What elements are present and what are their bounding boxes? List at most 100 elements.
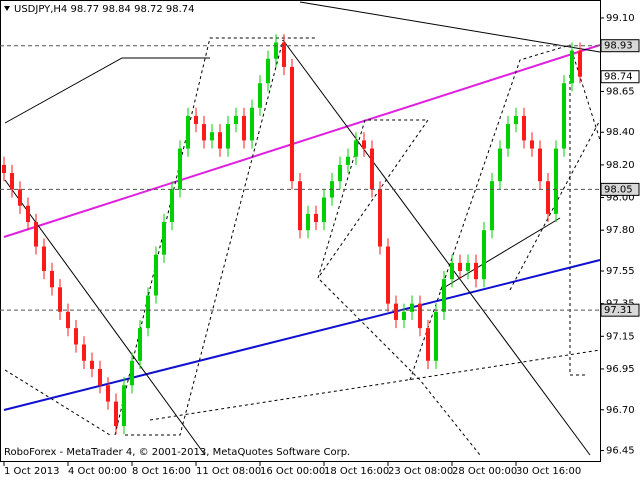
last-price-label: 98.74 bbox=[604, 72, 633, 83]
candle-body bbox=[506, 124, 510, 149]
candle-body bbox=[538, 148, 542, 182]
x-tick-label: 4 Oct 00:00 bbox=[68, 466, 127, 477]
dashed-line bbox=[569, 75, 585, 376]
candle-body bbox=[146, 295, 150, 329]
candle-body bbox=[266, 58, 270, 84]
y-tick-label: 98.20 bbox=[606, 160, 635, 171]
candle-body bbox=[530, 140, 534, 149]
trend-line bbox=[4, 57, 210, 124]
header: USDJPY,H4 98.77 98.84 98.72 98.74 bbox=[14, 4, 195, 15]
candle-body bbox=[314, 213, 318, 223]
candle-body bbox=[258, 83, 262, 108]
candle-body bbox=[562, 83, 566, 149]
candle-body bbox=[378, 189, 382, 247]
candle-body bbox=[210, 132, 214, 141]
price-box bbox=[600, 303, 640, 317]
y-tick-label: 99.10 bbox=[606, 13, 635, 24]
x-tick-label: 18 Oct 16:00 bbox=[324, 466, 389, 477]
candle-body bbox=[114, 401, 118, 427]
x-tick-label: 28 Oct 00:00 bbox=[452, 466, 517, 477]
x-tick-label: 8 Oct 16:00 bbox=[132, 466, 191, 477]
y-tick-label: 96.70 bbox=[606, 405, 635, 416]
candle-body bbox=[82, 344, 86, 361]
dashed-lines bbox=[4, 37, 601, 456]
trend-line bbox=[3, 259, 601, 411]
candle-body bbox=[58, 287, 62, 312]
price-label: 98.93 bbox=[604, 41, 633, 52]
candle-body bbox=[498, 148, 502, 182]
y-tick-label: 96.45 bbox=[606, 446, 635, 457]
candle-body bbox=[514, 115, 518, 125]
dashed-line bbox=[114, 37, 315, 436]
price-label: 97.31 bbox=[604, 305, 633, 316]
y-tick-label: 98.00 bbox=[606, 193, 635, 204]
header-icon bbox=[4, 6, 10, 11]
candle-body bbox=[338, 164, 342, 182]
candle-body bbox=[402, 311, 406, 320]
candle-body bbox=[482, 230, 486, 280]
candle-body bbox=[202, 124, 206, 141]
candle-body bbox=[74, 328, 78, 345]
candle-body bbox=[570, 50, 574, 84]
candle-body bbox=[426, 328, 430, 361]
last-price-box bbox=[600, 70, 640, 84]
y-tick-label: 98.65 bbox=[606, 86, 635, 97]
candle-body bbox=[306, 213, 310, 231]
x-tick-label: 11 Oct 08:00 bbox=[196, 466, 261, 477]
candle-body bbox=[170, 189, 174, 223]
candle-body bbox=[186, 115, 190, 149]
dashed-line bbox=[319, 279, 481, 456]
candle-body bbox=[346, 156, 350, 165]
candle-body bbox=[362, 140, 366, 149]
dashed-line bbox=[149, 349, 601, 421]
y-tick-label: 97.15 bbox=[606, 331, 635, 342]
y-tick-label: 96.95 bbox=[606, 364, 635, 375]
candle-body bbox=[290, 66, 294, 182]
candle-body bbox=[98, 368, 102, 386]
candle-body bbox=[522, 115, 526, 141]
candle-body bbox=[218, 132, 222, 149]
candle-body bbox=[162, 222, 166, 255]
candle-body bbox=[90, 360, 94, 369]
candle-body bbox=[490, 181, 494, 231]
candle-body bbox=[194, 115, 198, 125]
candle-body bbox=[450, 262, 454, 280]
candle-body bbox=[546, 181, 550, 214]
candle-body bbox=[106, 385, 110, 402]
candle-body bbox=[250, 107, 254, 141]
x-tick-label: 16 Oct 00:00 bbox=[260, 466, 325, 477]
candle-body bbox=[50, 270, 54, 288]
x-tick-label: 23 Oct 08:00 bbox=[388, 466, 453, 477]
candle-body bbox=[66, 311, 70, 329]
price-box bbox=[600, 39, 640, 53]
candle-body bbox=[122, 385, 126, 427]
candle-body bbox=[434, 311, 438, 361]
candle-body bbox=[34, 222, 38, 247]
x-tick-label: 1 Oct 2013 bbox=[4, 466, 59, 477]
dashed-line bbox=[4, 369, 111, 436]
candle-body bbox=[130, 360, 134, 386]
candle-body bbox=[42, 246, 46, 271]
candle-body bbox=[226, 124, 230, 149]
trend-line bbox=[282, 39, 591, 456]
trend-lines bbox=[3, 1, 601, 456]
candle-body bbox=[26, 205, 30, 223]
price-box bbox=[600, 182, 640, 196]
candle-body bbox=[10, 173, 14, 190]
footer: RoboForex - MetaTrader 4, © 2001-2013, M… bbox=[4, 447, 350, 458]
candle-body bbox=[474, 262, 478, 280]
candle-body bbox=[2, 164, 6, 174]
candle-body bbox=[458, 262, 462, 271]
candle-body bbox=[394, 303, 398, 320]
y-tick-label: 97.80 bbox=[606, 225, 635, 236]
dashed-line bbox=[317, 119, 429, 279]
price-label: 98.05 bbox=[604, 184, 633, 195]
candle-body bbox=[386, 246, 390, 304]
candle-body bbox=[298, 181, 302, 231]
dashed-line bbox=[409, 44, 601, 381]
candle-body bbox=[178, 148, 182, 190]
candle-body bbox=[578, 50, 582, 77]
candle-body bbox=[234, 115, 238, 125]
candle-body bbox=[418, 303, 422, 329]
candle-body bbox=[370, 148, 374, 190]
